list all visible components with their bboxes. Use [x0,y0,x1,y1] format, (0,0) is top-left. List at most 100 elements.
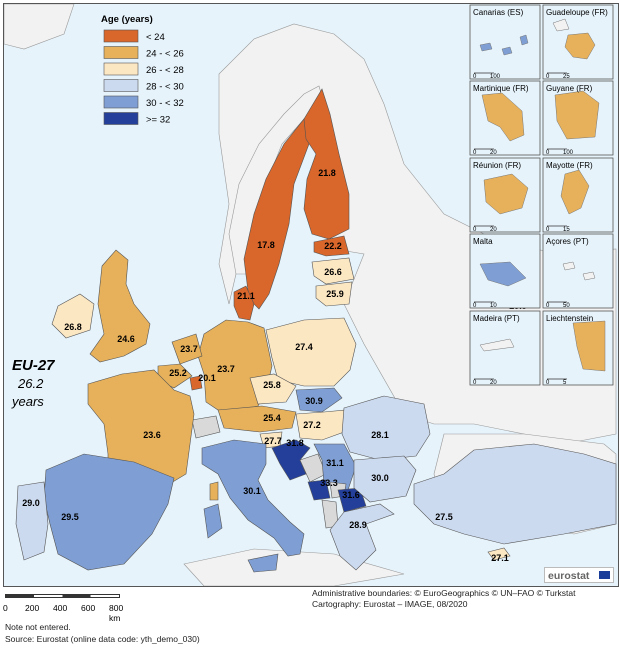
value-czechia: 25.8 [263,380,281,390]
value-ireland: 26.8 [64,322,82,332]
value-denmark: 21.1 [237,291,255,301]
credits-line-1: Administrative boundaries: © EuroGeograp… [312,588,576,598]
value-slovakia: 30.9 [305,396,323,406]
value-luxembourg: 20.1 [198,373,216,383]
map-frame: 21.8 17.8 22.2 26.6 25.9 21.1 26.8 24.6 23.7 25.2… [3,3,619,587]
country-ireland[interactable] [51,293,95,339]
value-poland: 27.4 [295,342,313,352]
country-austria[interactable] [217,405,297,433]
inset-panel-4: Réunion (FR) 0 20 [469,157,541,233]
eu-flag-icon [599,571,610,579]
legend-label-5: >= 32 [146,115,170,126]
inset-shape-3-0 [554,90,600,140]
inset-scale-0-9: 0 [546,380,550,386]
inset-panel-9: Liechtenstein 0 5 [542,310,614,386]
eu-label: EU-27 [12,357,55,374]
inset-panel-7: Açores (PT) 0 50 [542,233,614,309]
country-north-macedonia[interactable] [337,487,367,513]
inset-shape-5-0 [560,169,590,215]
country-spain[interactable] [43,453,175,571]
value-finland: 21.8 [318,168,336,178]
country-romania[interactable] [341,395,431,461]
country-turkey[interactable] [413,443,617,545]
inset-scale-1-8: 20 [490,380,497,386]
value-estonia: 22.2 [324,241,342,251]
inset-panel-1: Guadeloupe (FR) 0 25 [542,4,614,80]
credits-line-2: Cartography: Eurostat – IMAGE, 08/2020 [312,599,468,609]
eurostat-logo-text: eurostat [548,570,590,582]
eurostat-logo: eurostat [544,567,614,583]
inset-shape-0-0 [479,42,493,52]
country-portugal[interactable] [15,481,49,561]
value-netherlands: 23.7 [180,344,198,354]
value-austria: 25.4 [263,413,281,423]
inset-scale-0-7: 0 [546,303,550,309]
inset-title-6: Malta [473,237,493,246]
scale-tick-200: 200 [25,603,40,613]
value-belgium: 25.2 [169,368,187,378]
inset-title-2: Martinique (FR) [473,84,529,93]
inset-shape-2-0 [481,92,525,142]
inset-title-1: Guadeloupe (FR) [546,8,608,17]
country-luxembourg[interactable] [189,375,203,391]
country-slovakia[interactable] [295,387,343,413]
inset-scale-0-8: 0 [473,380,477,386]
country-montenegro[interactable] [307,479,331,501]
inset-title-9: Liechtenstein [546,314,593,323]
legend-swatch-3 [103,79,139,92]
inset-scale-1-9: 5 [563,380,567,386]
inset-scale-0-3: 0 [546,150,550,156]
legend-label-2: 26 - < 28 [146,65,184,76]
country-estonia[interactable] [313,235,350,257]
value-croatia: 31.8 [286,438,304,448]
inset-panel-0: Canarias (ES) 0 100 [469,4,541,80]
value-montenegro: 33.3 [320,478,338,488]
inset-title-7: Açores (PT) [546,237,589,246]
value-germany: 23.7 [217,364,235,374]
legend-label-0: < 24 [146,32,165,43]
legend-label-1: 24 - < 26 [146,49,184,60]
inset-title-4: Réunion (FR) [473,161,521,170]
inset-shape-7-0 [562,261,576,271]
island-sardinia[interactable] [203,503,223,539]
country-italy[interactable] [201,439,305,557]
value-cyprus: 27.1 [491,553,509,563]
value-spain: 29.5 [61,512,79,522]
scale-bar-line [5,594,120,598]
country-poland[interactable] [265,317,357,387]
country-netherlands[interactable] [171,333,203,365]
inset-scale-1-1: 25 [563,74,570,80]
country-denmark[interactable] [233,285,255,321]
country-switzerland [191,415,221,439]
legend-swatch-1 [103,46,139,59]
island-sicily[interactable] [247,553,279,573]
inset-scale-0-0: 0 [473,74,477,80]
country-uk[interactable] [89,249,151,363]
legend-swatch-4 [103,95,139,109]
island-corsica[interactable] [209,481,219,501]
legend-title: Age (years) [101,14,153,25]
inset-scale-1-4: 20 [490,227,497,233]
inset-scale-0-5: 0 [546,227,550,233]
inset-title-8: Madeira (PT) [473,314,520,323]
eu-value: 26.2 [17,376,44,391]
legend: Age (years) < 24 24 - < 26 26 - < 28 28 - <… [101,14,184,126]
inset-title-3: Guyane (FR) [546,84,593,93]
country-bulgaria[interactable] [353,455,417,503]
inset-panel-5: Mayotte (FR) 0 15 [542,157,614,233]
country-cyprus[interactable] [487,547,511,561]
inset-scale-1-2: 20 [490,150,497,156]
country-latvia[interactable] [311,257,355,285]
scale-tick-0: 0 [3,603,8,613]
value-portugal: 29.0 [22,498,40,508]
inset-shape-4-0 [483,173,529,215]
inset-scale-1-5: 15 [563,227,570,233]
value-turkey: 27.5 [435,512,453,522]
value-latvia: 26.6 [324,267,342,277]
inset-shape-1-0 [564,32,596,60]
inset-scale-1-6: 10 [490,303,497,309]
country-greece[interactable] [329,503,395,571]
country-lithuania[interactable] [315,281,353,307]
country-czechia[interactable] [249,373,297,405]
inset-scale-0-2: 0 [473,150,477,156]
